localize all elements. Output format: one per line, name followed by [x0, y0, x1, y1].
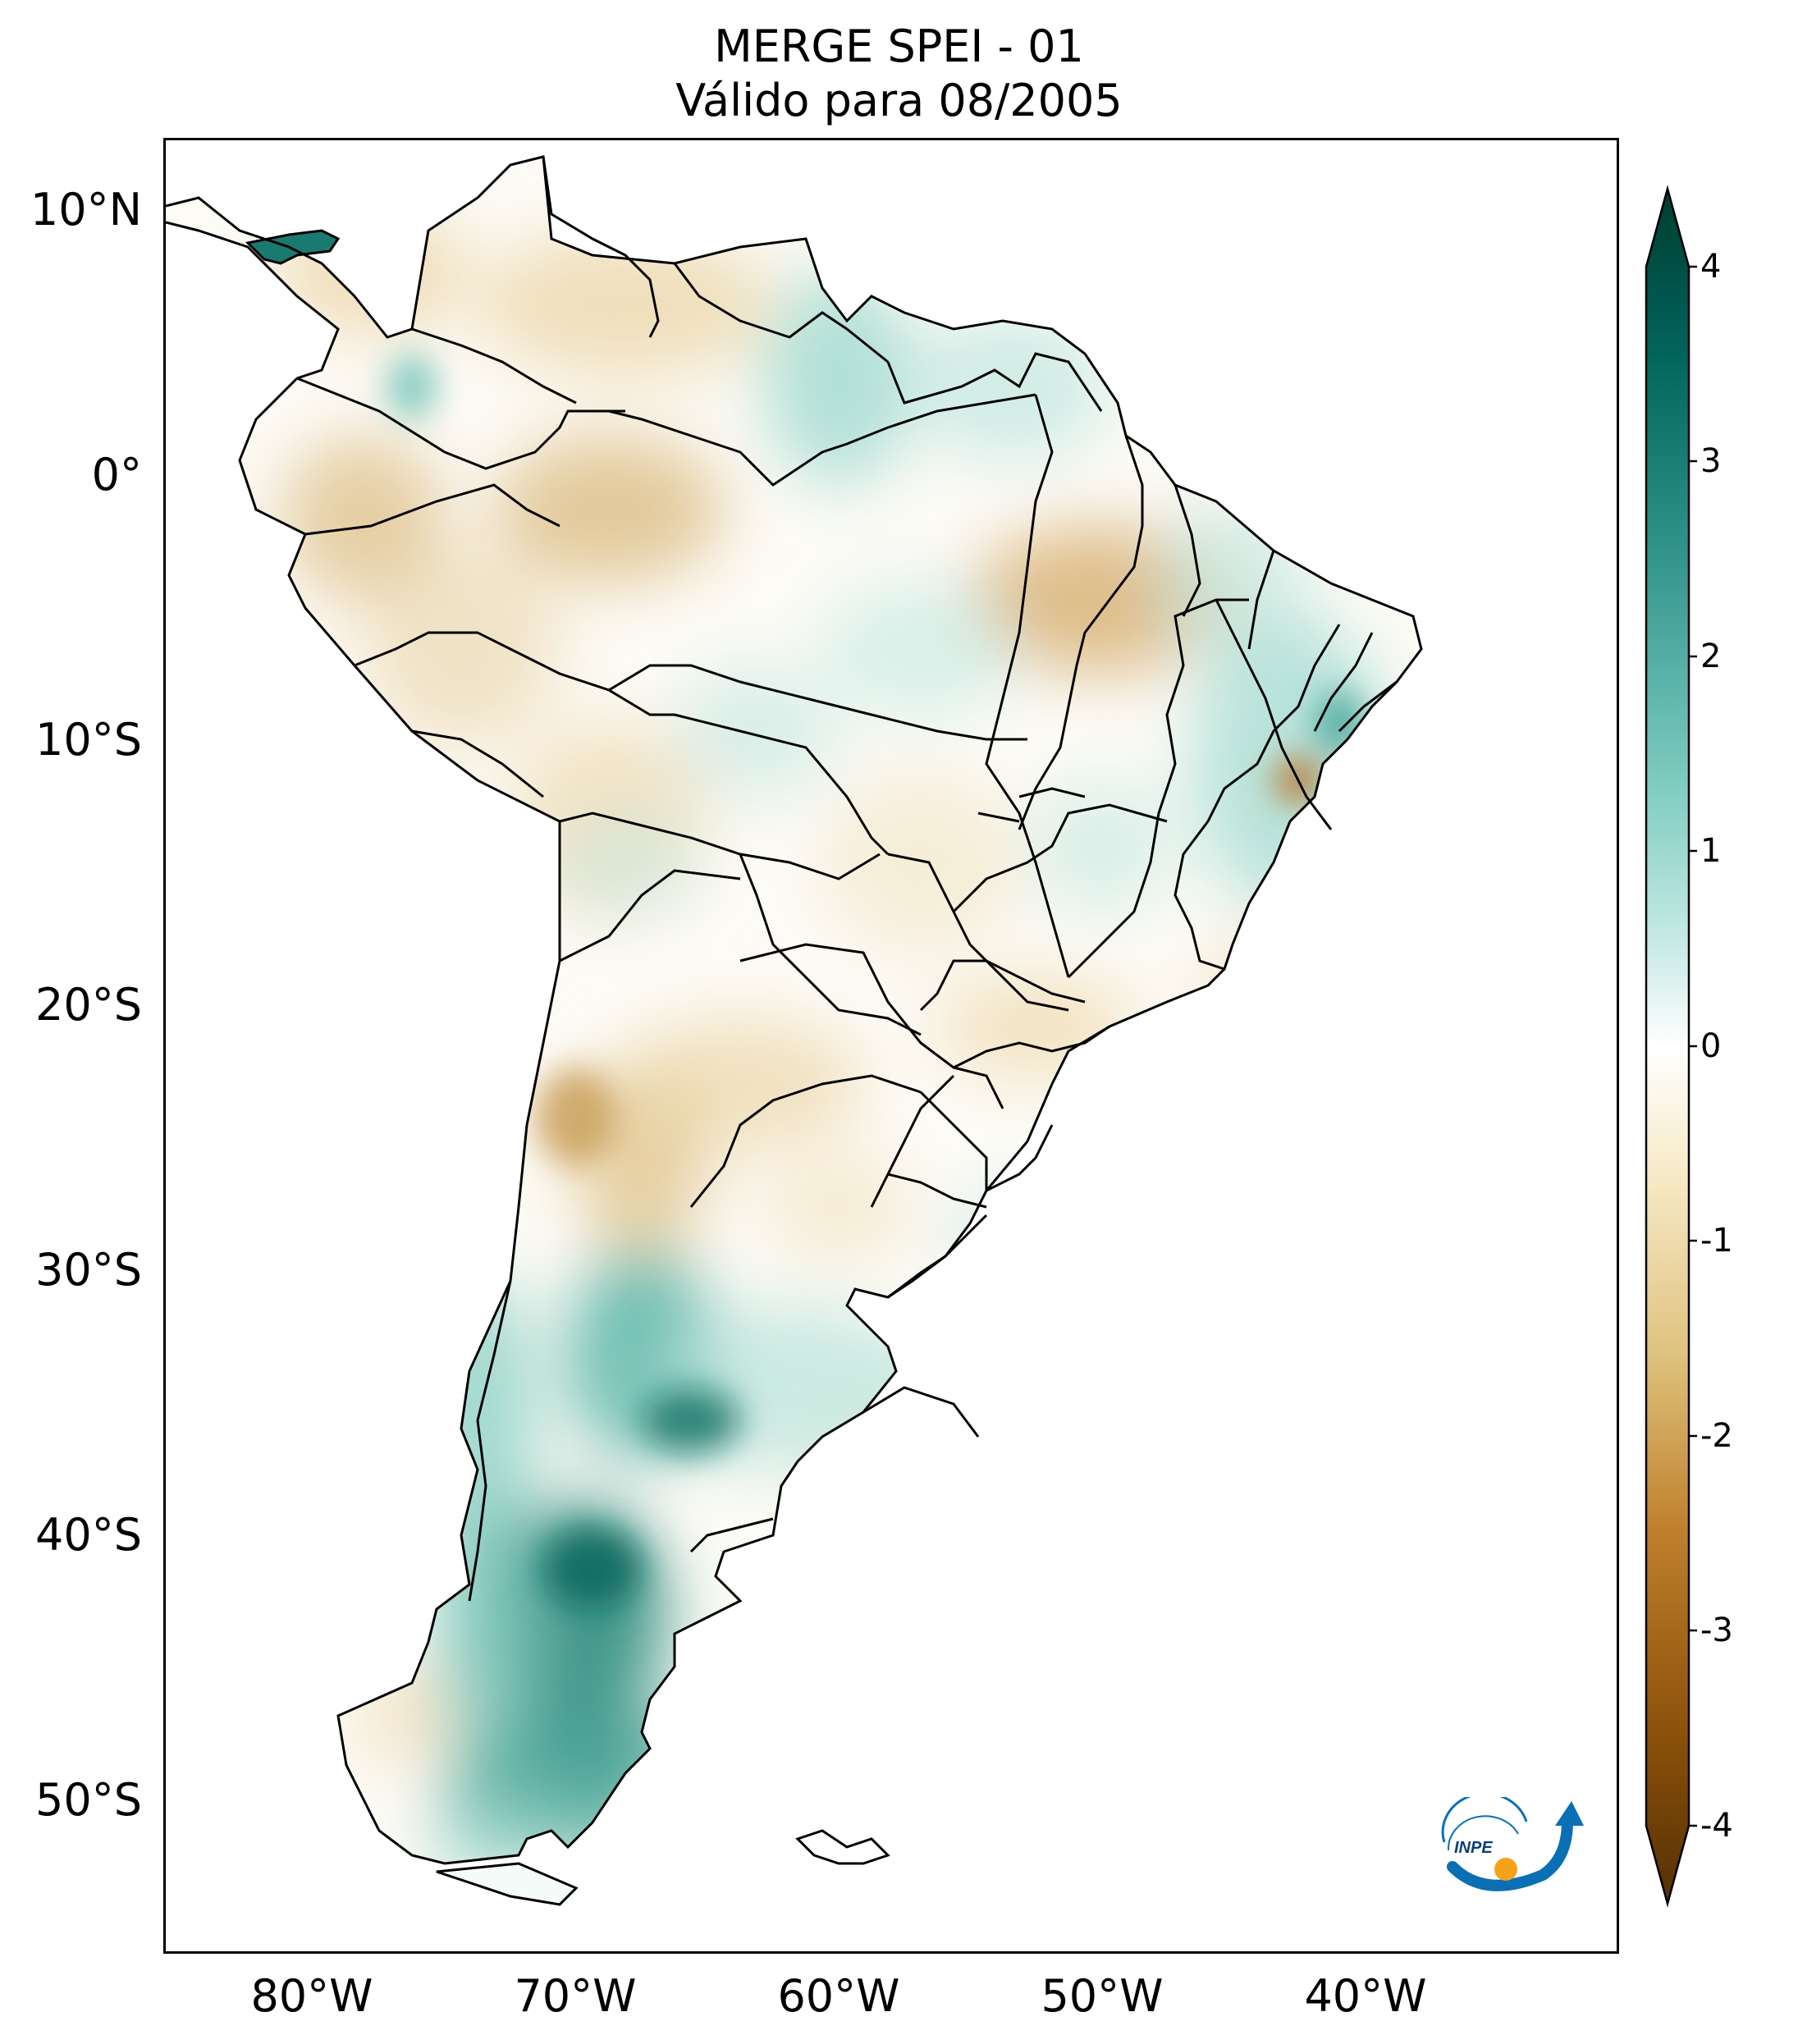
- colorbar-tick-label: 2: [1700, 638, 1722, 675]
- falkland-islands: [795, 1829, 890, 1865]
- colorbar-tick-label: 4: [1700, 248, 1722, 286]
- lat-tick-label: 20°S: [35, 979, 142, 1031]
- map-panel: [163, 138, 1619, 1954]
- political-borders: [296, 156, 1398, 1602]
- lon-tick-label: 80°W: [250, 1970, 373, 2022]
- south-america-map: [166, 155, 1423, 1906]
- colorbar-tick-label: 3: [1700, 442, 1722, 480]
- lat-tick-label: 0°: [91, 449, 142, 501]
- colorbar-tick-label: -3: [1700, 1612, 1733, 1649]
- lat-tick-label: 50°S: [35, 1774, 142, 1826]
- coastline: [166, 155, 1423, 1865]
- inpe-logo: INPE: [1441, 1797, 1584, 1891]
- colorbar-tick-label: -2: [1700, 1417, 1733, 1455]
- lon-tick-label: 50°W: [1041, 1970, 1164, 2022]
- lon-tick-label: 60°W: [777, 1970, 900, 2022]
- colorbar-tick-label: 1: [1700, 832, 1722, 870]
- lon-tick-label: 40°W: [1304, 1970, 1427, 2022]
- tierra-del-fuego: [436, 1862, 579, 1906]
- lon-tick-label: 70°W: [514, 1970, 637, 2022]
- colorbar-tick-label: -4: [1700, 1807, 1733, 1845]
- lat-tick-label: 30°S: [35, 1244, 142, 1296]
- colorbar-tick-label: 0: [1700, 1027, 1722, 1065]
- lat-tick-label: 10°S: [35, 714, 142, 766]
- colorbar-tick-label: -1: [1700, 1222, 1733, 1260]
- panama-anomaly: [245, 229, 341, 265]
- svg-text:INPE: INPE: [1454, 1839, 1493, 1857]
- lat-tick-label: 40°S: [35, 1509, 142, 1561]
- colorbar: [1645, 185, 1697, 1908]
- map-title: MERGE SPEI - 01: [714, 21, 1084, 72]
- map-subtitle: Válido para 08/2005: [675, 75, 1123, 126]
- lat-tick-label: 10°N: [30, 184, 142, 235]
